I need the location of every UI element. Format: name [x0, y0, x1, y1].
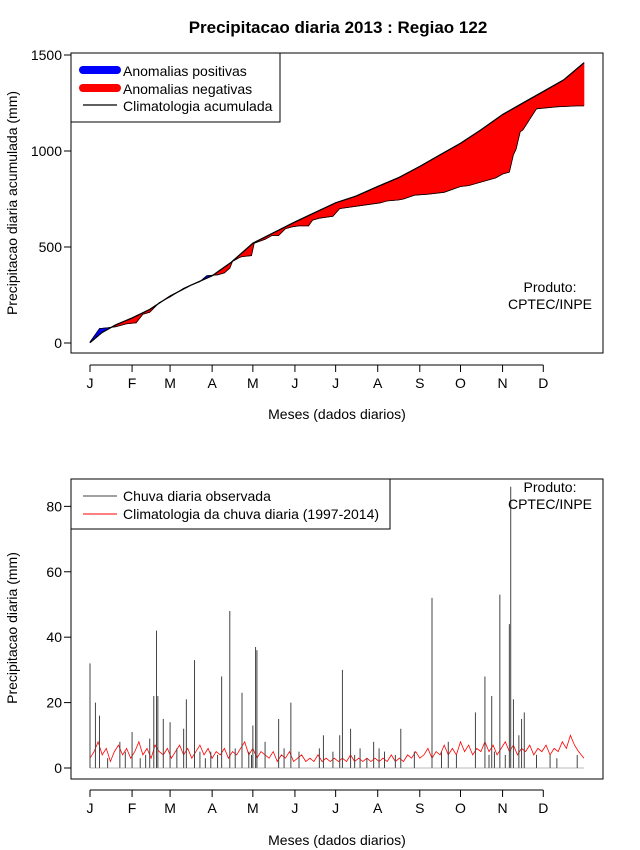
legend: Chuva diaria observada Climatologia da c… — [70, 478, 391, 530]
legend-label-observed: Chuva diaria observada — [123, 488, 271, 504]
product-source: CPTEC/INPE — [508, 296, 592, 312]
x-tick-label: F — [128, 800, 137, 816]
y-tick-label: 60 — [46, 564, 62, 580]
x-tick-label: M — [164, 800, 176, 816]
x-tick-label: J — [291, 800, 298, 816]
legend-label-negative: Anomalias negativas — [123, 81, 252, 97]
y-axis-label: Precipitacao diaria acumulada (mm) — [4, 91, 20, 315]
legend-label-positive: Anomalias positivas — [123, 63, 247, 79]
x-tick-label: S — [415, 800, 424, 816]
x-tick-label: N — [498, 375, 508, 391]
x-tick-label: D — [538, 800, 548, 816]
chart-top: Precipitacao diaria 2013 : Regiao 122 J F… — [4, 18, 604, 422]
x-tick-label: S — [415, 375, 424, 391]
y-tick-label: 500 — [39, 239, 63, 255]
y-axis-label: Precipitacao diaria (mm) — [4, 552, 20, 704]
y-tick-label: 1000 — [31, 143, 62, 159]
climatology-cumulative-line — [89, 62, 585, 344]
x-tick-label: J — [291, 375, 298, 391]
x-tick-label: A — [373, 800, 383, 816]
x-tick-label: J — [87, 800, 94, 816]
legend-label-climatology: Climatologia acumulada — [123, 98, 273, 114]
x-tick-label: A — [373, 375, 383, 391]
x-tick-label: F — [128, 375, 137, 391]
chart-bottom: J F M A M J J A S O N D 0 20 40 60 80 Meses (dados diar… — [4, 478, 604, 848]
y-tick-label: 20 — [46, 695, 62, 711]
x-tick-label: N — [498, 800, 508, 816]
x-tick-label: J — [332, 800, 339, 816]
product-source: CPTEC/INPE — [508, 496, 592, 512]
x-tick-label: A — [207, 375, 217, 391]
x-tick-label: M — [164, 375, 176, 391]
anomaly-negative — [583, 62, 585, 107]
y-axis: 0 500 1000 1500 — [31, 47, 72, 351]
x-tick-label: A — [207, 800, 217, 816]
observed-spikes — [89, 486, 584, 769]
x-tick-label: J — [332, 375, 339, 391]
legend-box — [70, 478, 391, 530]
x-tick-label: O — [455, 375, 466, 391]
x-tick-label: J — [87, 375, 94, 391]
chart-title: Precipitacao diaria 2013 : Regiao 122 — [189, 18, 488, 37]
y-tick-label: 0 — [54, 335, 62, 351]
legend: Anomalias positivas Anomalias negativas … — [70, 52, 281, 123]
y-tick-label: 80 — [46, 498, 62, 514]
product-label: Produto: — [524, 279, 577, 295]
product-label: Produto: — [524, 479, 577, 495]
x-axis-label: Meses (dados diarios) — [268, 832, 406, 848]
climatology-line — [89, 734, 585, 763]
y-tick-label: 40 — [46, 629, 62, 645]
climatology-daily-line — [89, 734, 585, 763]
x-tick-label: O — [455, 800, 466, 816]
x-tick-label: M — [247, 375, 259, 391]
x-axis-label: Meses (dados diarios) — [268, 406, 406, 422]
y-tick-label: 1500 — [31, 47, 62, 63]
legend-label-climatology: Climatologia da chuva diaria (1997-2014) — [123, 506, 379, 522]
x-tick-label: M — [247, 800, 259, 816]
series-lines — [89, 62, 585, 344]
y-axis: 0 20 40 60 80 — [46, 498, 72, 776]
y-tick-label: 0 — [54, 760, 62, 776]
x-tick-label: D — [538, 375, 548, 391]
